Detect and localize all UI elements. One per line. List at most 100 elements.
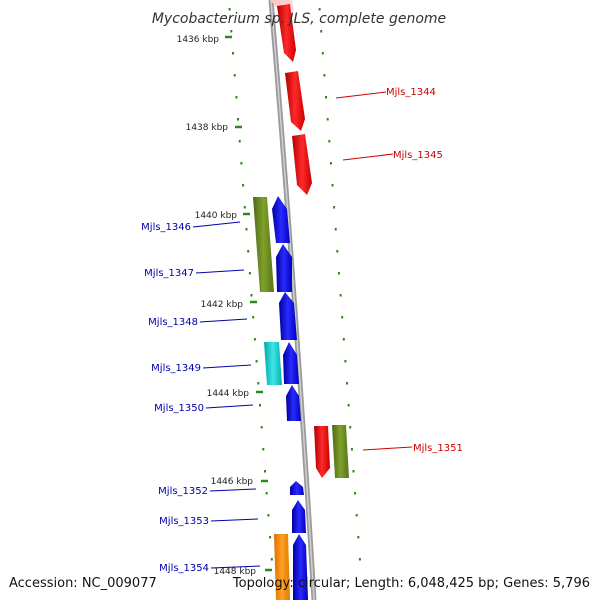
scale-dot-left [230,30,233,33]
scale-dot-left [242,184,245,187]
scale-dot-left [228,8,231,11]
tick-label-1444: 1444 kbp [207,389,250,399]
scale-dot-right [326,118,329,121]
scale-dot-left [232,52,234,55]
gene-bar-orange-1354[interactable] [274,534,290,600]
accession-text: Accession: NC_009077 [9,576,157,591]
scale-dot-left [248,272,251,275]
scale-dot-left [247,250,250,253]
gene-label-mjls-1348[interactable]: Mjls_1348 [148,317,198,328]
scale-dot-right [342,338,345,341]
gene-arrow-mjls-1343[interactable] [277,4,296,62]
scale-dot-left [240,162,243,165]
gene-label-mjls-1346[interactable]: Mjls_1346 [141,222,191,233]
scale-dot-right [325,96,327,99]
map-title: Mycobacterium sp. JLS, complete genome [152,11,446,27]
right-scale-track [318,8,361,561]
scale-dot-left [262,448,265,451]
scale-dot-left [270,558,273,561]
gene-arrow-mjls-1347[interactable] [276,244,292,292]
gene-bar-cyan-1349[interactable] [264,342,282,385]
topology-text: Topology: circular; Length: 6,048,425 bp… [232,576,590,591]
genome-backbone-highlight [270,0,315,600]
scale-dot-right [358,558,361,561]
scale-dot-right [352,470,355,473]
gene-label-mjls-1354[interactable]: Mjls_1354 [159,563,209,574]
tick-label-1436: 1436 kbp [177,35,220,45]
scale-dot-right [333,206,336,209]
scale-dot-right [320,30,323,33]
gene-label-mjls-1347[interactable]: Mjls_1347 [144,268,194,279]
scale-dot-right [331,184,334,187]
scale-dot-right [329,162,332,165]
gene-label-mjls-1352[interactable]: Mjls_1352 [158,486,208,497]
gene-label-mjls-1351[interactable]: Mjls_1351 [413,443,463,454]
scale-dot-left [252,316,255,319]
scale-dot-left [233,74,236,77]
scale-dot-right [349,426,352,429]
gene-features [253,0,349,600]
scale-dot-right [357,536,360,539]
gene-arrow-mjls-1348[interactable] [279,292,297,340]
scale-dot-right [339,294,342,297]
scale-dot-right [328,140,331,143]
tick-label-1440: 1440 kbp [195,211,238,221]
scale-dot-left [259,404,261,407]
scale-dot-left [265,492,268,495]
gene-bar-olive-1351[interactable] [332,425,349,478]
gene-arrow-mjls-1344[interactable] [285,71,305,131]
scale-dot-left [260,426,263,429]
gene-arrow-mjls-1349[interactable] [283,342,299,384]
tick-labels: 1436 kbp 1438 kbp 1440 kbp 1442 kbp 1444… [177,35,257,577]
scale-dot-right [323,74,326,77]
leader-lines-reverse [192,221,261,569]
scale-dot-left [264,470,266,473]
tick-marks [225,35,272,572]
scale-dot-right [346,382,348,385]
scale-dot-left [243,206,246,209]
gene-label-mjls-1353[interactable]: Mjls_1353 [159,516,209,527]
tick-label-1446: 1446 kbp [211,477,254,487]
scale-dot-right [354,492,357,495]
tick-label-1438: 1438 kbp [186,123,229,133]
scale-dot-right [355,514,358,517]
scale-dot-right [321,52,324,55]
scale-dot-right [334,228,337,231]
scale-dot-left [238,140,241,143]
scale-dot-right [344,360,347,363]
gene-arrow-mjls-1346[interactable] [272,196,290,243]
scale-dot-left [253,338,256,341]
gene-label-mjls-1350[interactable]: Mjls_1350 [154,403,204,414]
scale-dot-right [347,404,350,407]
gene-bar-olive-1346[interactable] [253,197,274,292]
gene-label-mjls-1345[interactable]: Mjls_1345 [393,150,443,161]
scale-dot-left [250,294,253,297]
gene-arrow-mjls-1351[interactable] [314,426,330,478]
tick-label-1448: 1448 kbp [214,567,257,577]
scale-dot-left [267,514,270,517]
gene-label-mjls-1349[interactable]: Mjls_1349 [151,363,201,374]
gene-arrow-mjls-1354[interactable] [293,534,308,600]
gene-label-mjls-1344[interactable]: Mjls_1344 [386,87,436,98]
scale-dot-right [318,8,321,11]
scale-dot-right [350,448,353,451]
gene-labels-forward: Mjls_1344 Mjls_1345 Mjls_1351 [386,87,463,454]
scale-dot-right [341,316,344,319]
leader-lines-forward [335,91,413,451]
scale-dot-left [237,118,239,121]
scale-dot-right [336,250,339,253]
tick-label-1442: 1442 kbp [201,300,244,310]
gene-arrow-mjls-1353[interactable] [292,500,306,533]
scale-dot-left [245,228,248,231]
left-scale-track [228,8,273,561]
scale-dot-left [269,536,272,539]
scale-dot-left [255,360,258,363]
gene-arrow-mjls-1350[interactable] [286,385,301,421]
gene-arrow-mjls-1345[interactable] [292,134,312,195]
gene-arrow-mjls-1352[interactable] [290,481,304,495]
scale-dot-left [235,96,238,99]
scale-dot-right [337,272,340,275]
scale-dot-left [257,382,260,385]
